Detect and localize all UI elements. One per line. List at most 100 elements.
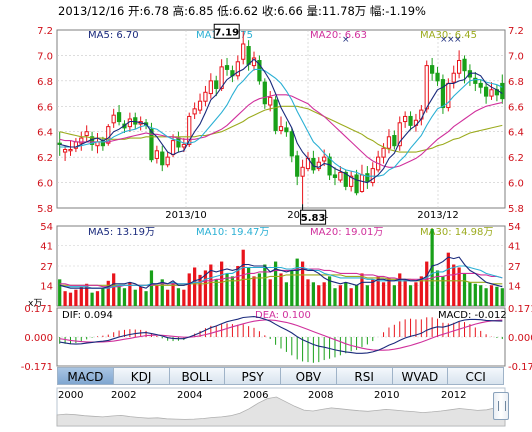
candle-body [246,46,251,65]
low-price-box [300,209,327,225]
navigator-year-label: 2004 [177,390,202,401]
price-tick-left: 5.8 [37,204,53,215]
volume-bar [408,285,413,306]
high-price-label: 7.19 [214,27,239,38]
volume-bar [387,277,391,306]
price-tick-right: 6.2 [508,153,524,164]
dif-line [59,316,503,354]
volume-bar [398,273,402,306]
candle-body [370,168,375,184]
volume-bar [68,292,73,306]
volume-bar [112,273,116,306]
tab-wvad[interactable]: WVAD [392,367,449,385]
volume-bar [95,291,100,306]
candle-body [84,131,89,137]
macd-panel[interactable]: 0.171 0.171 0.000 0.000 -0.171 -0.171 DIF: 0.0… [21,304,532,373]
high-price-box [213,23,240,39]
volume-bar [246,267,251,306]
volume-unit-label: x万 [28,299,42,309]
volume-ma-legend-0: MA5: 13.19万 [88,227,155,238]
price-panel[interactable]: 7.2 7.2 7.0 7.0 6.8 6.8 6.6 6.6 6.4 6.4 6.2 6.2 6.0 6… [37,23,524,225]
macd-tick-right: 0.000 [508,333,532,344]
volume-bar [166,289,170,306]
volume-bar [122,288,127,306]
candle-body [483,86,489,97]
candle-body [386,136,392,149]
volume-bar [74,289,78,306]
volume-bar [160,279,164,306]
volume-bar [176,288,181,306]
volume-bar [182,289,186,306]
volume-bar [279,273,283,306]
volume-bar [128,282,132,306]
navigator-year-label: 2002 [111,390,136,401]
indicator-tabs: MACD KDJ BOLL PSY OBV RSI WVAD CCI [57,367,504,385]
navigator-year-label: 2006 [243,390,268,401]
macd-tick-left: 0.171 [24,304,53,315]
price-frame [56,29,506,209]
volume-bar [500,288,504,306]
candle-body [224,65,230,70]
ma5-line [59,58,503,184]
volume-tick-right: 14 [508,281,521,292]
volume-bar [371,279,375,306]
volume-bar [90,292,94,306]
x-tick-label: 2013/12 [417,210,459,221]
price-tick-left: 6.0 [37,179,53,190]
navigator-drag-handle[interactable] [493,392,509,420]
candle-body [316,161,321,170]
candle-body [149,128,154,161]
volume-bar [349,288,353,306]
volume-bar [327,276,332,306]
price-tick-right: 5.8 [508,204,524,215]
candle-body [430,65,435,74]
volume-panel[interactable]: 54 54 41 41 27 27 14 14 MA5: 13.19万 MA10: 19.47万 M… [28,222,521,309]
candle-body [133,117,138,125]
tab-cci[interactable]: CCI [448,367,504,385]
volume-bar [441,276,445,306]
volume-bar [230,276,235,306]
candle-body [489,89,494,97]
tab-kdj[interactable]: KDJ [113,367,170,385]
candle-body [284,127,289,133]
volume-bar [149,270,154,306]
candle-body [160,151,165,166]
volume-bar [85,283,89,306]
volume-bar [381,282,386,306]
volume-bar [430,228,434,306]
candle-body [424,65,429,110]
volume-bar [209,264,213,306]
volume-bar [300,261,305,306]
candle-body [381,147,386,158]
volume-bar [187,273,191,306]
tab-macd[interactable]: MACD [57,367,114,385]
candle-body [500,82,505,100]
volume-ma-legend-1: MA10: 19.47万 [196,227,269,238]
volume-bar [273,261,278,306]
candle-body [354,174,359,194]
tab-psy[interactable]: PSY [225,367,281,385]
candle-body [170,140,176,156]
volume-bar [268,279,272,306]
candle-body [192,108,197,115]
volume-bar [144,291,148,306]
history-navigator[interactable]: 2000 2002 2004 2006 2008 2010 2012 [56,387,506,427]
candle-body [257,60,262,82]
candle-body [106,126,111,144]
candle-body [332,174,338,178]
tab-rsi[interactable]: RSI [336,367,393,385]
volume-bar [171,282,175,306]
tab-boll[interactable]: BOLL [169,367,226,385]
candle-body [197,100,203,111]
low-price-label: 5.83 [301,213,326,224]
macd-tick-left: 0.000 [24,333,53,344]
volume-bar [284,282,289,306]
dea-legend: DEA: 0.100 [255,310,311,321]
candle-body [408,115,413,126]
volume-bar [354,285,359,306]
volume-bar [457,267,461,306]
volume-bar [452,264,456,306]
event-marker-icon: × [447,35,455,45]
tab-obv[interactable]: OBV [281,367,337,385]
